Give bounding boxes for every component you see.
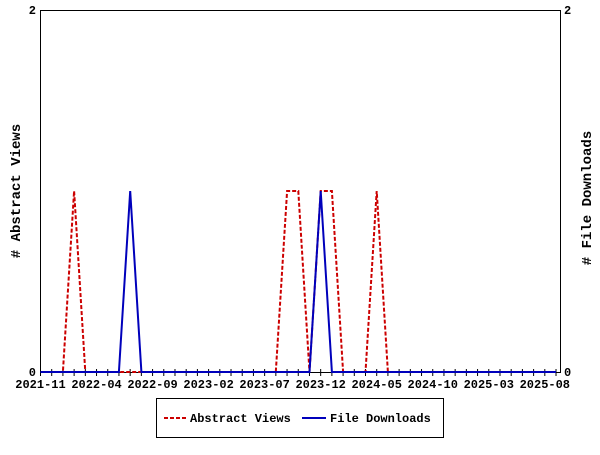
x-tick-label: 2022-09 bbox=[127, 378, 177, 392]
legend-box bbox=[156, 398, 444, 438]
y-axis-label-right: # File Downloads bbox=[580, 131, 596, 265]
legend: Abstract Views File Downloads bbox=[156, 398, 444, 438]
y-tick-right-0: 0 bbox=[564, 366, 571, 380]
y-tick-left-2: 2 bbox=[29, 4, 36, 18]
plot-frame bbox=[40, 10, 561, 373]
y-axis-label-left: # Abstract Views bbox=[9, 124, 25, 258]
x-tick-label: 2024-10 bbox=[408, 378, 458, 392]
x-tick-label: 2021-11 bbox=[15, 378, 65, 392]
x-tick-label: 2022-04 bbox=[71, 378, 121, 392]
legend-label-file-downloads: File Downloads bbox=[330, 412, 431, 426]
x-tick-label: 2025-08 bbox=[520, 378, 570, 392]
axes bbox=[40, 10, 561, 373]
series-line-abstract-views bbox=[40, 190, 556, 373]
series-group bbox=[40, 190, 556, 373]
x-tick-label: 2023-02 bbox=[183, 378, 233, 392]
series-line-file-downloads bbox=[40, 190, 556, 373]
x-tick-label: 2025-03 bbox=[464, 378, 514, 392]
y-tick-left-0: 0 bbox=[29, 366, 36, 380]
x-ticks: 2021-11 2022-04 2022-09 2023-02 2023-07 2023-… bbox=[15, 369, 570, 392]
y-tick-right-2: 2 bbox=[564, 4, 571, 18]
x-tick-label: 2024-05 bbox=[351, 378, 401, 392]
legend-label-abstract-views: Abstract Views bbox=[190, 412, 291, 426]
x-tick-label: 2023-12 bbox=[295, 378, 345, 392]
x-tick-label: 2023-07 bbox=[239, 378, 289, 392]
